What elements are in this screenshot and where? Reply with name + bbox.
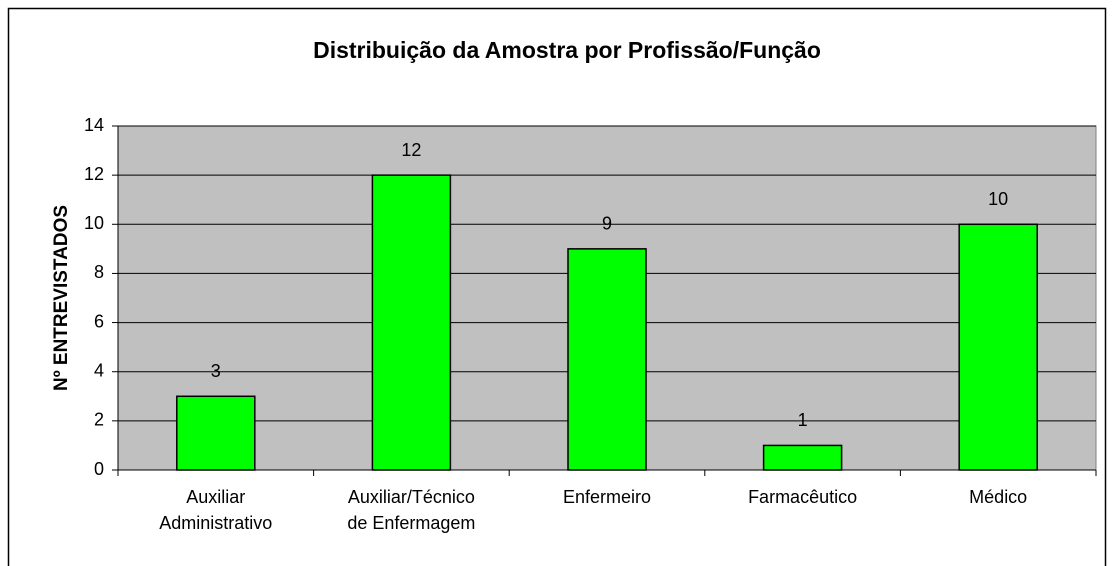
data-label: 3 (211, 361, 221, 381)
bar (567, 248, 647, 471)
y-axis-label: Nº ENTREVISTADOS (51, 205, 72, 391)
y-tick-label: 0 (94, 459, 104, 479)
bar (762, 444, 843, 471)
chart-title: Distribuição da Amostra por Profissão/Fu… (313, 37, 821, 63)
y-tick-label: 14 (84, 115, 104, 135)
x-tick-label: Médico (969, 487, 1028, 507)
data-label: 1 (798, 410, 808, 430)
y-tick-label: 6 (94, 311, 104, 331)
y-tick-label: 10 (84, 213, 104, 233)
y-tick-label: 2 (94, 410, 104, 430)
bar (371, 174, 452, 471)
x-tick-label: Enfermeiro (562, 487, 652, 507)
y-tick-label: 4 (94, 360, 104, 380)
x-tick-label: Auxiliar Administrativo (159, 487, 273, 533)
x-tick-label: Auxiliar/Técnico de Enfermagem (347, 487, 476, 533)
data-label: 10 (988, 189, 1008, 209)
x-tick-label: Farmacêutico (748, 487, 858, 507)
y-tick-label: 8 (94, 262, 104, 282)
data-label: 12 (401, 140, 421, 160)
bar (176, 395, 256, 471)
y-tick-label: 12 (84, 164, 104, 184)
bar (958, 223, 1038, 471)
data-label: 9 (602, 214, 612, 234)
